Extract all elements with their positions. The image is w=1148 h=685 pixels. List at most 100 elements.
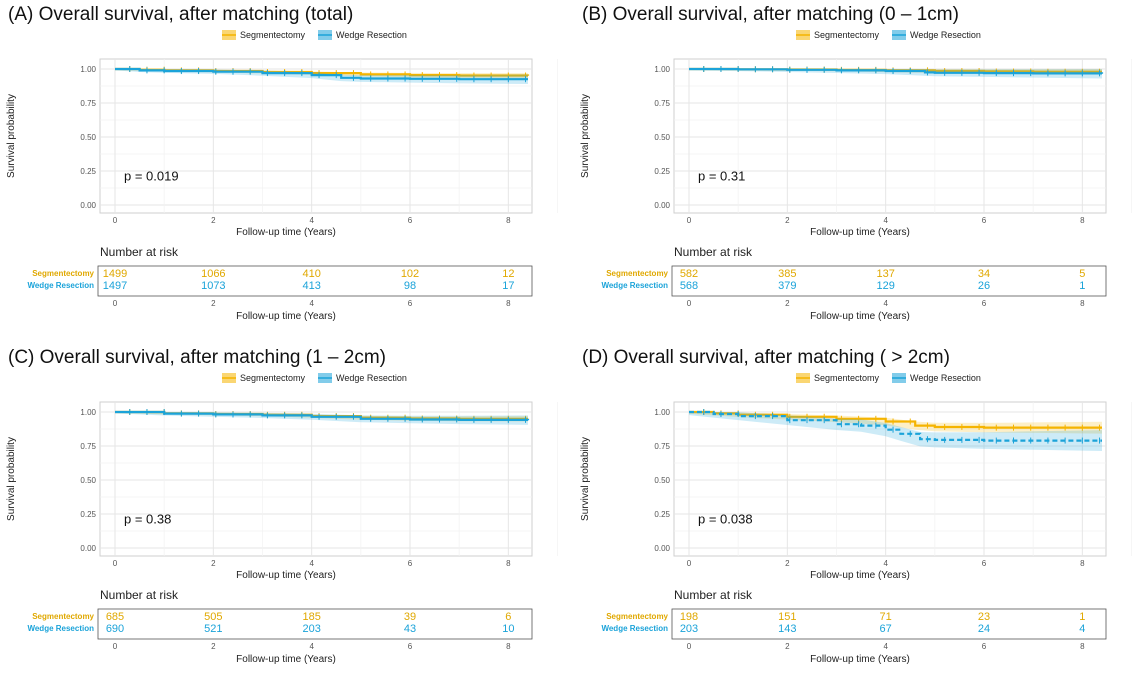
y-tick-label: 0.75 (654, 442, 670, 451)
y-tick-label: 1.00 (654, 65, 670, 74)
y-tick-label: 0.00 (654, 201, 670, 210)
chart-svg: (D) Overall survival, after matching ( >… (580, 347, 1132, 665)
risk-x-axis-label: Follow-up time (Years) (236, 654, 336, 665)
legend-label-segmentectomy: Segmentectomy (240, 30, 306, 40)
y-axis-label: Survival probability (6, 94, 17, 178)
risk-table-header: Number at risk (674, 588, 753, 602)
risk-x-tick-label: 2 (211, 642, 216, 651)
risk-table-frame (97, 608, 533, 640)
x-tick-label: 4 (883, 216, 888, 225)
risk-value: 413 (302, 280, 320, 292)
risk-row-label: Segmentectomy (32, 269, 94, 278)
risk-value: 1 (1079, 280, 1085, 292)
risk-row-label: Wedge Resection (601, 624, 668, 633)
y-tick-label: 0.00 (80, 544, 96, 553)
x-tick-label: 2 (785, 216, 790, 225)
risk-x-tick-label: 2 (785, 299, 790, 308)
legend-label-segmentectomy: Segmentectomy (814, 30, 880, 40)
x-tick-label: 8 (1080, 559, 1085, 568)
risk-value: 67 (880, 623, 892, 635)
risk-table-frame (97, 265, 533, 297)
y-tick-label: 0.50 (80, 476, 96, 485)
x-tick-label: 0 (687, 216, 692, 225)
risk-value: 385 (778, 268, 796, 280)
risk-row-label: Segmentectomy (606, 269, 668, 278)
y-tick-label: 0.25 (80, 167, 96, 176)
risk-value: 12 (502, 268, 514, 280)
panel-a: (A) Overall survival, after matching (to… (0, 0, 574, 342)
risk-value: 24 (978, 623, 990, 635)
risk-x-tick-label: 8 (506, 299, 511, 308)
y-tick-label: 0.50 (654, 133, 670, 142)
risk-value: 1066 (201, 268, 225, 280)
risk-table-frame (671, 608, 1107, 640)
risk-value: 1 (1079, 611, 1085, 623)
p-value: p = 0.31 (698, 169, 745, 184)
y-tick-label: 0.75 (80, 442, 96, 451)
y-axis-label: Survival probability (6, 437, 17, 521)
y-axis-label: Survival probability (580, 94, 591, 178)
risk-x-tick-label: 4 (309, 642, 314, 651)
y-tick-label: 0.00 (80, 201, 96, 210)
risk-value: 1499 (103, 268, 127, 280)
y-tick-label: 0.50 (654, 476, 670, 485)
chart-svg: (A) Overall survival, after matching (to… (6, 4, 558, 322)
x-tick-label: 6 (982, 559, 987, 568)
legend-label-wedge: Wedge Resection (336, 373, 407, 383)
risk-value: 690 (106, 623, 124, 635)
risk-value: 23 (978, 611, 990, 623)
y-tick-label: 0.75 (654, 99, 670, 108)
y-tick-label: 0.00 (654, 544, 670, 553)
x-tick-label: 6 (982, 216, 987, 225)
risk-value: 410 (302, 268, 320, 280)
risk-value: 26 (978, 280, 990, 292)
risk-x-tick-label: 6 (408, 642, 413, 651)
km-curve-wedge (115, 410, 530, 421)
p-value: p = 0.38 (124, 512, 171, 527)
x-axis-label: Follow-up time (Years) (810, 227, 910, 238)
risk-row-label: Segmentectomy (32, 612, 94, 621)
y-tick-label: 0.25 (654, 167, 670, 176)
x-tick-label: 8 (1080, 216, 1085, 225)
risk-value: 129 (876, 280, 894, 292)
risk-row-label: Wedge Resection (601, 281, 668, 290)
risk-value: 39 (404, 611, 416, 623)
x-tick-label: 4 (309, 559, 314, 568)
legend-label-wedge: Wedge Resection (910, 373, 981, 383)
km-curve-wedge (689, 67, 1104, 75)
risk-x-tick-label: 4 (883, 299, 888, 308)
risk-x-tick-label: 8 (1080, 642, 1085, 651)
y-tick-label: 0.25 (654, 510, 670, 519)
risk-value: 137 (876, 268, 894, 280)
risk-value: 1497 (103, 280, 127, 292)
risk-value: 379 (778, 280, 796, 292)
y-tick-label: 1.00 (654, 408, 670, 417)
x-tick-label: 0 (113, 559, 118, 568)
p-value: p = 0.019 (124, 169, 179, 184)
risk-x-tick-label: 2 (211, 299, 216, 308)
risk-x-tick-label: 6 (982, 642, 987, 651)
risk-value: 582 (680, 268, 698, 280)
risk-value: 151 (778, 611, 796, 623)
risk-x-tick-label: 6 (982, 299, 987, 308)
risk-x-tick-label: 2 (785, 642, 790, 651)
x-axis-label: Follow-up time (Years) (810, 570, 910, 581)
risk-value: 203 (680, 623, 698, 635)
risk-value: 198 (680, 611, 698, 623)
chart-svg: (C) Overall survival, after matching (1 … (6, 347, 558, 665)
x-tick-label: 2 (211, 216, 216, 225)
risk-value: 10 (502, 623, 514, 635)
chart-title: (C) Overall survival, after matching (1 … (8, 347, 386, 368)
x-tick-label: 2 (785, 559, 790, 568)
risk-value: 98 (404, 280, 416, 292)
risk-row-label: Wedge Resection (27, 281, 94, 290)
risk-x-tick-label: 0 (113, 642, 118, 651)
x-tick-label: 4 (883, 559, 888, 568)
risk-x-tick-label: 0 (113, 299, 118, 308)
risk-x-tick-label: 6 (408, 299, 413, 308)
risk-value: 5 (1079, 268, 1085, 280)
risk-value: 102 (401, 268, 419, 280)
risk-value: 43 (404, 623, 416, 635)
risk-x-tick-label: 8 (1080, 299, 1085, 308)
chart-title: (D) Overall survival, after matching ( >… (582, 347, 950, 368)
